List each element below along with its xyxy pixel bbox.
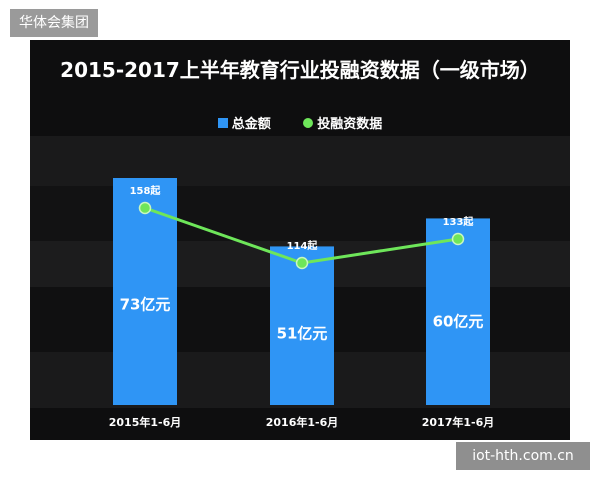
point-value-label: 114起 [287, 239, 319, 252]
legend-swatch-bar [217, 117, 228, 128]
watermark-top: 华体会集团 [10, 9, 98, 37]
chart-title: 2015-2017上半年教育行业投融资数据（一级市场） [60, 58, 540, 82]
line-point [138, 201, 152, 215]
legend-item-total: 总金额 [217, 113, 271, 132]
legend-label-deals: 投融资数据 [317, 117, 383, 132]
bar-value-label: 73亿元 [120, 296, 171, 314]
line-point [295, 256, 309, 270]
chart-panel: 2015-2017上半年教育行业投融资数据（一级市场） 总金额 投融资数据 73… [30, 40, 570, 440]
background-band [30, 136, 570, 186]
line-point [451, 232, 465, 246]
point-value-label: 158起 [130, 184, 162, 197]
x-tick-label: 2017年1-6月 [422, 415, 495, 429]
bar-value-label: 60亿元 [433, 313, 484, 331]
bar-value-label: 51亿元 [277, 324, 328, 342]
bar [270, 246, 334, 405]
legend-swatch-dot [303, 117, 314, 128]
legend-label-total: 总金额 [231, 117, 271, 132]
legend-item-deals: 投融资数据 [303, 113, 382, 132]
x-tick-label: 2015年1-6月 [109, 415, 182, 429]
point-value-label: 133起 [443, 215, 475, 228]
x-tick-label: 2016年1-6月 [266, 415, 339, 429]
bar [426, 218, 490, 405]
watermark-bottom: iot-hth.com.cn [456, 442, 590, 470]
plot-area: 73亿元 2015年1-6月 51亿元 2016年1-6月 60亿元 2017年1-6月 1… [109, 178, 495, 429]
chart-legend: 总金额 投融资数据 [30, 113, 570, 132]
